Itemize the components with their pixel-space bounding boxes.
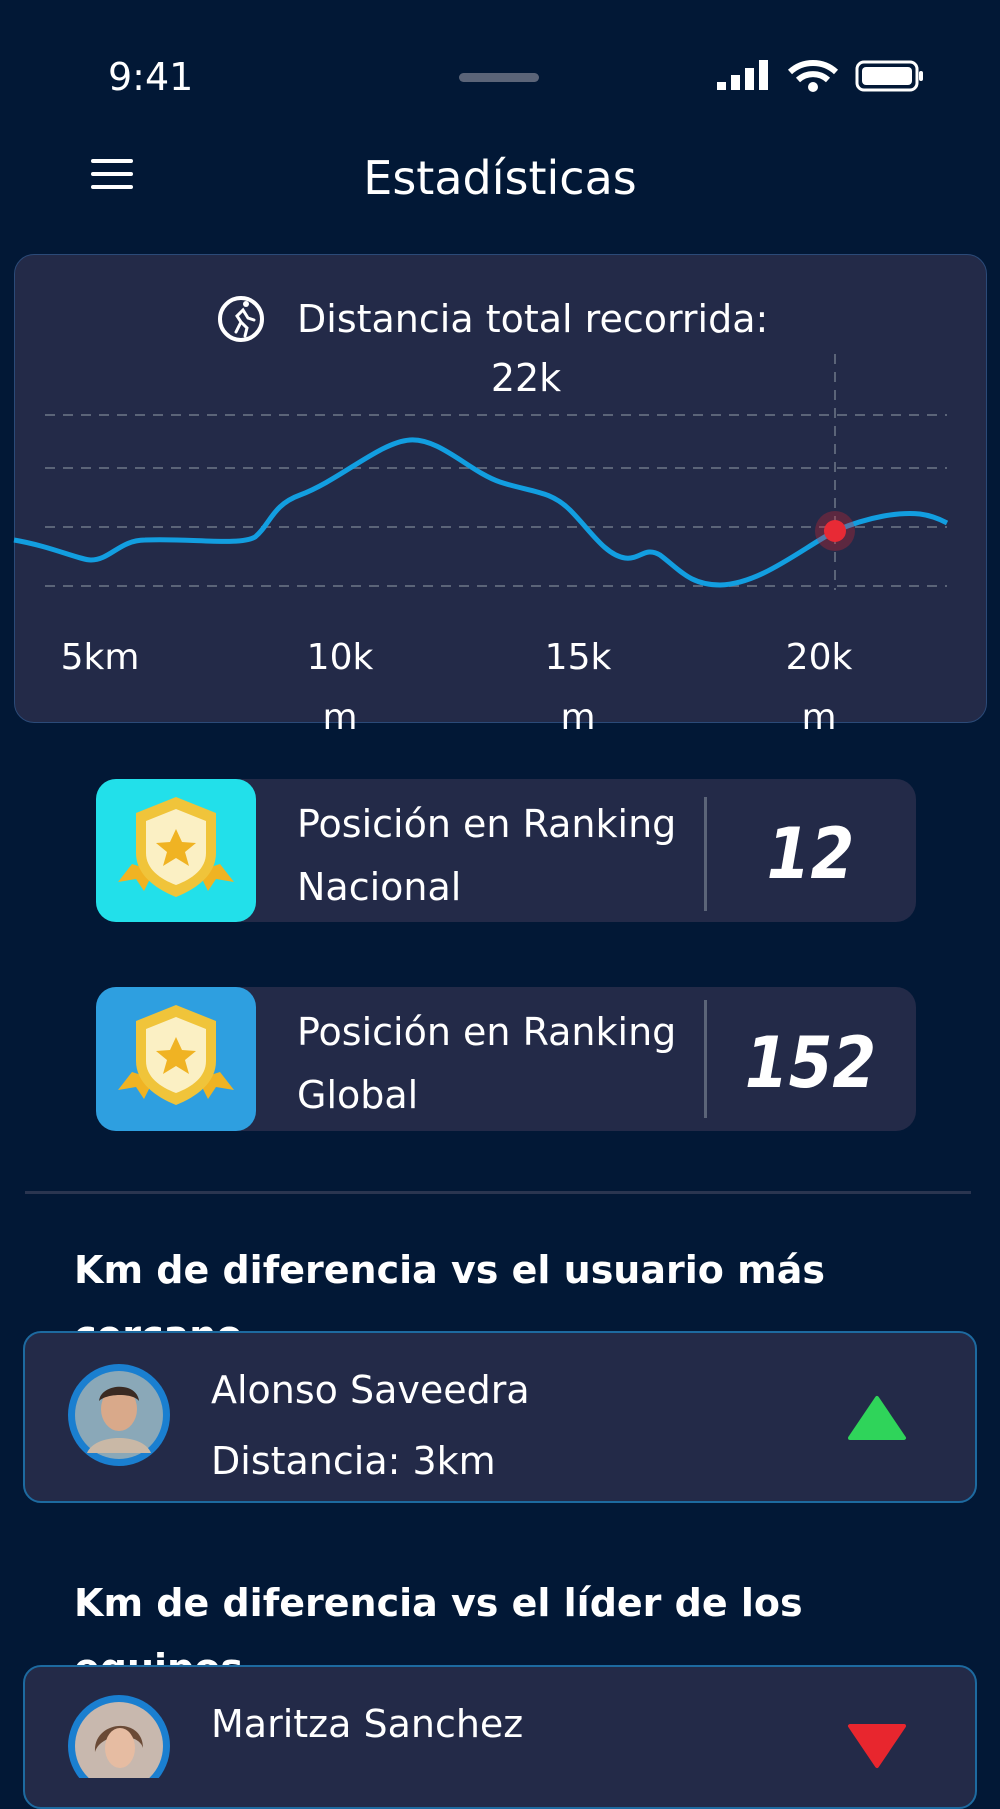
ranking-value: 12 xyxy=(766,813,855,895)
x-label: 5km xyxy=(60,637,140,678)
menu-button[interactable] xyxy=(88,156,136,192)
trend-down xyxy=(848,1724,906,1768)
comparison-card[interactable] xyxy=(23,1331,977,1503)
ranking-value: 152 xyxy=(744,1022,877,1104)
distance-chart xyxy=(13,296,949,590)
distance-label: Distancia total recorrida: xyxy=(297,297,769,341)
x-label: 10km xyxy=(306,637,374,738)
x-label: 20km xyxy=(785,637,853,738)
separator xyxy=(25,1191,971,1194)
comparison-name: Maritza Sanchez xyxy=(211,1702,524,1746)
ranking-label: Posición en Ranking Nacional xyxy=(297,802,677,909)
page-title: Estadísticas xyxy=(363,151,637,205)
divider xyxy=(704,1000,707,1118)
ranking-icon xyxy=(96,779,256,922)
comparison-name: Alonso Saveedra xyxy=(211,1368,530,1412)
avatar xyxy=(68,1364,170,1466)
x-label: 15km xyxy=(544,637,612,738)
comparison-distance: Distancia: 3km xyxy=(211,1439,496,1483)
divider xyxy=(704,797,707,911)
ranking-icon xyxy=(96,987,256,1131)
avatar xyxy=(68,1695,170,1778)
trend-up xyxy=(848,1396,906,1440)
status-icons xyxy=(459,60,923,92)
ranking-label: Posición en Ranking Global xyxy=(297,1010,677,1117)
distance-value: 22k xyxy=(490,356,562,400)
distance-card xyxy=(14,254,987,723)
status-time: 9:41 xyxy=(108,55,194,99)
